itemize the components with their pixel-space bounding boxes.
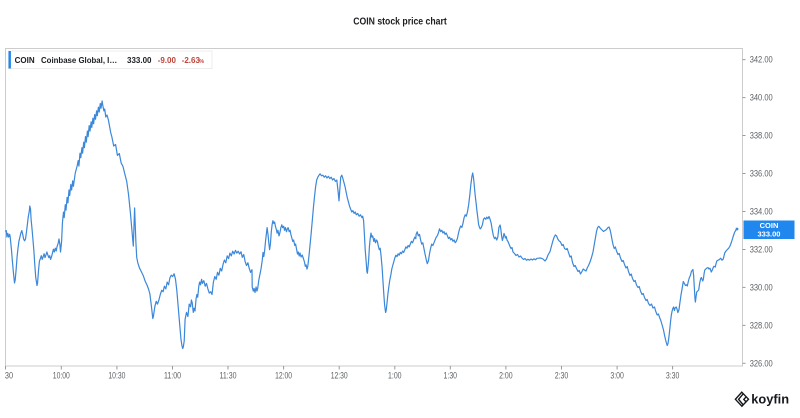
svg-text:336.00: 336.00 — [750, 169, 773, 179]
svg-text:328.00: 328.00 — [750, 320, 773, 330]
svg-text:3:00: 3:00 — [610, 371, 624, 381]
svg-text:340.00: 340.00 — [750, 93, 773, 103]
svg-text:11:30: 11:30 — [220, 371, 237, 381]
svg-text:COIN stock price chart: COIN stock price chart — [353, 17, 447, 28]
svg-text:2:30: 2:30 — [555, 371, 569, 381]
svg-text:10:00: 10:00 — [53, 371, 70, 381]
svg-text:COIN: COIN — [760, 221, 779, 230]
svg-text:%: % — [199, 59, 204, 65]
svg-text:10:30: 10:30 — [108, 371, 125, 381]
svg-text:2:00: 2:00 — [499, 371, 513, 381]
svg-text:11:00: 11:00 — [164, 371, 181, 381]
svg-text:334.00: 334.00 — [750, 207, 773, 217]
svg-text:-9.00: -9.00 — [158, 56, 177, 65]
svg-text:-2.63: -2.63 — [182, 56, 201, 65]
svg-text:COIN: COIN — [15, 56, 35, 65]
svg-text:333.00: 333.00 — [758, 230, 781, 239]
svg-text:3:30: 3:30 — [666, 371, 680, 381]
svg-text:1:00: 1:00 — [388, 371, 402, 381]
svg-text:12:30: 12:30 — [331, 371, 348, 381]
svg-text:12:00: 12:00 — [275, 371, 292, 381]
svg-text:333.00: 333.00 — [127, 56, 152, 65]
svg-text:koyfin: koyfin — [751, 391, 789, 406]
svg-text:1:30: 1:30 — [444, 371, 458, 381]
svg-text:332.00: 332.00 — [750, 245, 773, 255]
svg-text:330.00: 330.00 — [750, 282, 773, 292]
svg-text:Coinbase Global, I…: Coinbase Global, I… — [41, 56, 117, 65]
svg-text:30: 30 — [5, 371, 13, 381]
svg-text:338.00: 338.00 — [750, 131, 773, 141]
svg-text:342.00: 342.00 — [750, 55, 773, 65]
svg-text:326.00: 326.00 — [750, 358, 773, 368]
